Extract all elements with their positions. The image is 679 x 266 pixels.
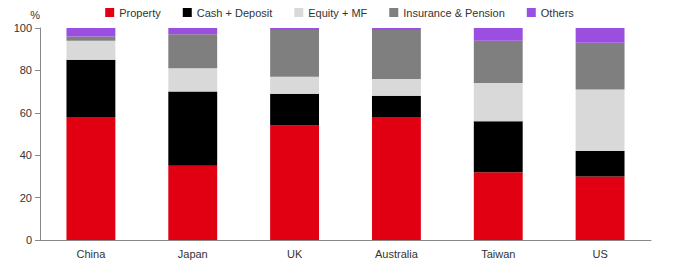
svg-text:Australia: Australia [375,248,419,260]
svg-text:Equity + MF: Equity + MF [308,7,367,19]
svg-text:Others: Others [541,7,575,19]
svg-text:100: 100 [14,22,32,34]
svg-text:Insurance & Pension: Insurance & Pension [403,7,505,19]
svg-text:China: China [77,248,107,260]
svg-text:40: 40 [20,149,32,161]
svg-text:Property: Property [119,7,161,19]
svg-text:80: 80 [20,64,32,76]
svg-text:US: US [592,248,607,260]
svg-text:20: 20 [20,192,32,204]
svg-text:Japan: Japan [178,248,208,260]
svg-text:0: 0 [26,234,32,246]
svg-text:%: % [30,9,40,21]
svg-text:Cash + Deposit: Cash + Deposit [197,7,273,19]
svg-text:UK: UK [287,248,303,260]
svg-text:Taiwan: Taiwan [481,248,515,260]
svg-text:60: 60 [20,107,32,119]
